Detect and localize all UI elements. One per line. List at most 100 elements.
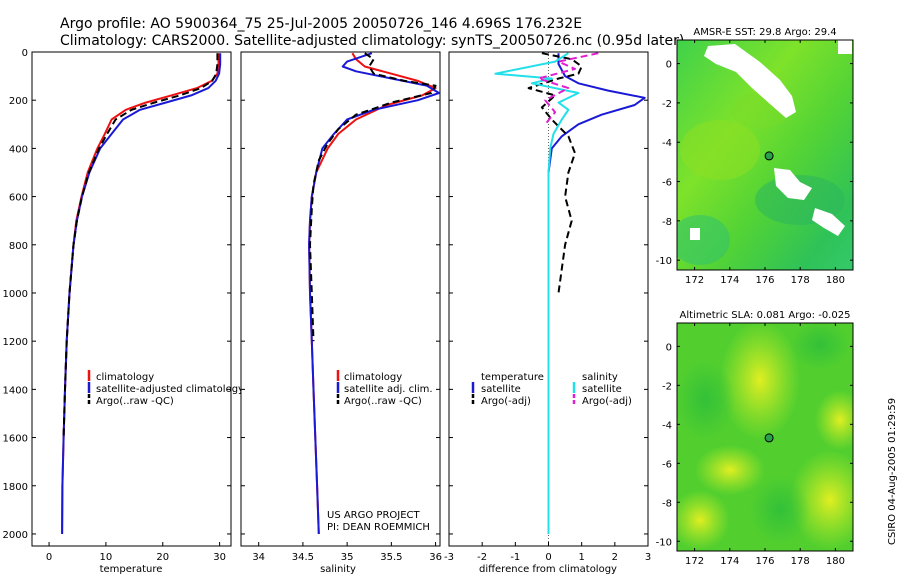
map-x-tick-label: 176	[755, 556, 774, 567]
series-salinity-argo-adj	[537, 52, 599, 125]
sst-no-data-patch	[774, 168, 812, 200]
legend-label-temp-argo: Argo(-adj)	[481, 396, 531, 407]
difference-series	[494, 52, 646, 534]
map-y-tick-label: -6	[662, 459, 672, 470]
sst-map-title: AMSR-E SST: 29.8 Argo: 29.4	[693, 27, 836, 38]
map-y-tick-label: -6	[662, 178, 672, 189]
map-y-tick-label: -4	[662, 138, 672, 149]
y-tick-label: 400	[9, 144, 28, 155]
y-tick-label: 2000	[3, 530, 28, 541]
figure-title-line1: Argo profile: AO 5900364_75 25-Jul-2005 …	[60, 16, 582, 32]
x-tick-label: 20	[156, 552, 169, 563]
y-tick-label: 0	[22, 48, 28, 59]
map-x-tick-label: 180	[826, 556, 845, 567]
sst-no-data-patch	[704, 44, 796, 118]
y-tick-label: 1600	[3, 434, 28, 445]
x-tick-label: 35.5	[380, 552, 402, 563]
temperature-xlabel: temperature	[100, 564, 163, 575]
legend-title-salinity: salinity	[582, 372, 618, 383]
map-x-tick-label: 172	[685, 556, 704, 567]
x-tick-label: 0	[46, 552, 52, 563]
legend-label-climatology: climatology	[96, 372, 154, 383]
map-x-tick-label: 180	[826, 275, 845, 286]
difference-xlabel: difference from climatology	[479, 564, 617, 575]
map-y-tick-label: -10	[656, 256, 672, 267]
y-tick-label: 1000	[3, 289, 28, 300]
series-argo-raw-qc	[62, 53, 219, 438]
legend-label-satellite-adjusted: satellite-adjusted climatology	[96, 384, 244, 395]
sla-map-panel: Altimetric SLA: 0.081 Argo: -0.025 172 17…	[656, 310, 854, 567]
difference-panel: -3 -2 -1 0 1 2 3 difference from climatology t…	[444, 51, 651, 575]
salinity-legend: climatology satellite adj. clim. Argo(..…	[336, 370, 433, 407]
figure-title-line2: Climatology: CARS2000. Satellite-adjuste…	[60, 33, 684, 49]
x-tick-label: 1	[578, 552, 584, 563]
sla-map-axis-ticks: 172 174 176 178 180 0 -2 -4 -6 -8 -10	[656, 323, 853, 567]
x-tick-label: 10	[100, 552, 113, 563]
series-argo-raw-qc	[309, 52, 437, 342]
x-tick-label: 30	[213, 552, 226, 563]
csiro-timestamp: CSIRO 04-Aug-2005 01:29:59	[887, 398, 898, 545]
argo-float-marker	[764, 433, 774, 443]
map-y-tick-label: 0	[666, 342, 672, 353]
difference-axis-ticks: -3 -2 -1 0 1 2 3	[444, 51, 651, 563]
x-tick-label: 34	[252, 552, 265, 563]
argo-float-marker	[764, 151, 774, 161]
sst-no-data-patch	[838, 40, 852, 54]
legend-label-satellite-adj: satellite adj. clim.	[344, 384, 433, 395]
x-tick-label: -3	[444, 552, 454, 563]
map-x-tick-label: 176	[755, 275, 774, 286]
project-note-line1: US ARGO PROJECT	[327, 510, 421, 521]
map-y-tick-label: -2	[662, 99, 672, 110]
x-tick-label: 34.5	[292, 552, 314, 563]
x-tick-label: -1	[510, 552, 520, 563]
x-tick-label: 2	[612, 552, 618, 563]
legend-label-sal-satellite: satellite	[582, 384, 622, 395]
temperature-panel: 0 10 20 30 0 200 400 600 800 1000 1200 1400 1600 1800…	[3, 48, 244, 575]
legend-label-argo: Argo(..raw -QC)	[344, 396, 422, 407]
series-satellite-adj-clim	[308, 52, 440, 535]
sst-map-panel: AMSR-E SST: 29.8 Argo: 29.4 172 174 176 178…	[656, 27, 854, 286]
series-temperature-argo-adj	[527, 52, 583, 294]
salinity-series	[308, 52, 440, 535]
map-y-tick-label: -8	[662, 498, 672, 509]
map-y-tick-label: -4	[662, 420, 672, 431]
salinity-xlabel: salinity	[320, 564, 356, 575]
difference-legend: temperature satellite Argo(-adj) salinit…	[471, 372, 632, 407]
map-y-tick-label: -2	[662, 381, 672, 392]
temperature-plot-frame	[31, 51, 232, 547]
x-tick-label: 35	[341, 552, 354, 563]
legend-title-temperature: temperature	[481, 372, 544, 383]
sst-map-axis-ticks: 172 174 176 178 180 0 -2 -4 -6 -8 -10	[656, 40, 853, 286]
sst-no-data-patch	[812, 208, 845, 236]
x-tick-label: 0	[545, 552, 551, 563]
map-y-tick-label: -8	[662, 217, 672, 228]
map-x-tick-label: 174	[720, 275, 739, 286]
project-note-line2: PI: DEAN ROEMMICH	[327, 522, 430, 533]
x-tick-label: 3	[645, 552, 651, 563]
y-tick-label: 800	[9, 241, 28, 252]
y-tick-label: 600	[9, 193, 28, 204]
y-tick-label: 1400	[3, 385, 28, 396]
sst-no-data-patch	[690, 228, 700, 240]
map-x-tick-label: 178	[791, 556, 810, 567]
sla-map-image	[677, 323, 853, 551]
legend-label-climatology: climatology	[344, 372, 402, 383]
x-tick-label: -2	[477, 552, 487, 563]
legend-label-sal-argo: Argo(-adj)	[582, 396, 632, 407]
temperature-series	[61, 53, 222, 535]
salinity-axis-ticks: 34 34.5 35 35.5 36	[241, 51, 442, 563]
y-tick-label: 200	[9, 96, 28, 107]
temperature-axis-ticks: 0 10 20 30 0 200 400 600 800 1000 1200 1400 1600 1800…	[3, 48, 231, 563]
map-x-tick-label: 172	[685, 275, 704, 286]
sla-map-title: Altimetric SLA: 0.081 Argo: -0.025	[680, 310, 851, 321]
y-tick-label: 1200	[3, 337, 28, 348]
y-tick-label: 1800	[3, 482, 28, 493]
map-x-tick-label: 178	[791, 275, 810, 286]
legend-label-argo: Argo(..raw -QC)	[96, 396, 174, 407]
legend-label-temp-satellite: satellite	[481, 384, 521, 395]
temperature-legend: climatology satellite-adjusted climatolo…	[87, 370, 244, 407]
salinity-panel: 34 34.5 35 35.5 36 salinity climatology sate…	[240, 51, 442, 575]
map-y-tick-label: -10	[656, 537, 672, 548]
map-y-tick-label: 0	[666, 60, 672, 71]
